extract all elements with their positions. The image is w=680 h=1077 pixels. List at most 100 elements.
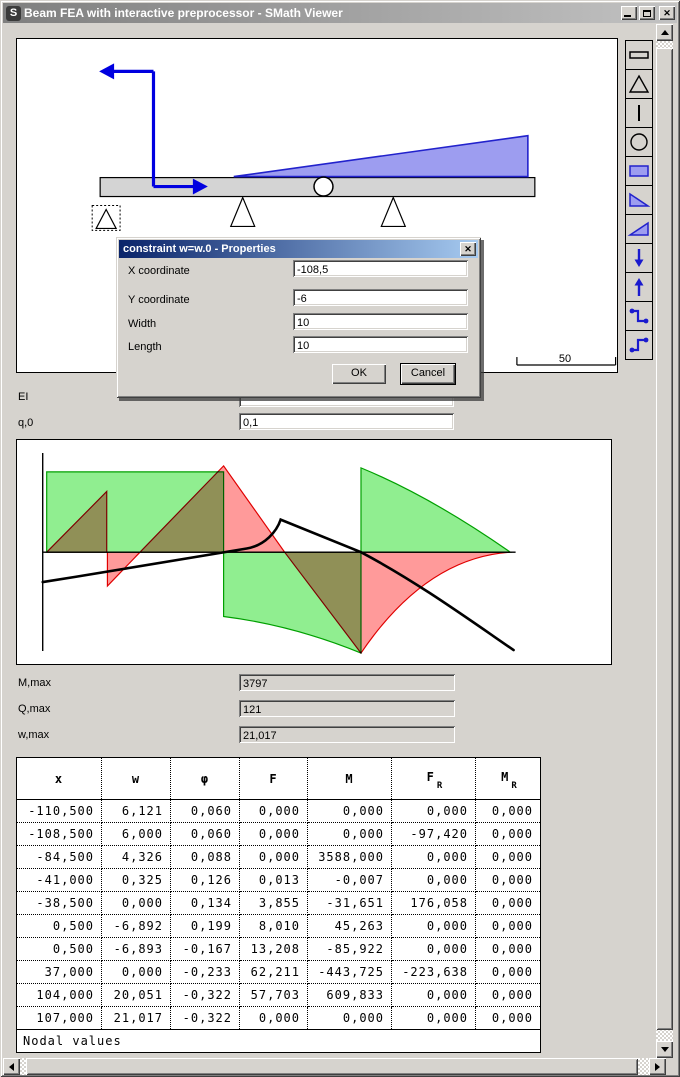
table-cell: 0,060: [170, 799, 240, 823]
width-input[interactable]: [293, 313, 468, 330]
ok-button[interactable]: OK: [332, 364, 386, 384]
table-cell: 107,000: [16, 1006, 102, 1030]
table-cell: 6,121: [101, 799, 171, 823]
toolbar-button-vertical-constraint[interactable]: [625, 98, 653, 128]
horizontal-scroll-thumb[interactable]: [26, 1058, 638, 1075]
table-cell: -110,500: [16, 799, 102, 823]
table-cell: 0,000: [391, 845, 476, 869]
toolbar-button-triangular-load-decreasing[interactable]: [625, 185, 653, 215]
support-middle[interactable]: [229, 195, 256, 228]
toolbar-button-triangular-load-increasing[interactable]: [625, 214, 653, 244]
q0-input[interactable]: [239, 413, 454, 430]
table-cell: 0,325: [101, 868, 171, 892]
toolbar-button-beam[interactable]: [625, 40, 653, 70]
window-title: Beam FEA with interactive preprocessor -…: [24, 6, 343, 20]
table-cell: 4,326: [101, 845, 171, 869]
nodal-table-body: -110,500 6,121 0,060 0,000 0,000 0,000 0,000 -1…: [16, 799, 541, 1030]
maximize-button[interactable]: [639, 6, 655, 20]
toolbar-button-support[interactable]: [625, 69, 653, 99]
table-cell: 0,000: [475, 845, 541, 869]
width-label: Width: [128, 318, 157, 330]
scroll-up-button[interactable]: [656, 24, 673, 41]
close-icon: ✕: [663, 7, 671, 18]
vertical-scrollbar: [656, 24, 673, 1058]
table-cell: 0,000: [239, 845, 308, 869]
minimize-button[interactable]: [621, 6, 637, 20]
arrow-down-icon: [660, 1047, 669, 1052]
beam-drawing: [91, 63, 617, 366]
vertical-line-icon: [638, 105, 640, 121]
x-coordinate-input[interactable]: [293, 260, 468, 277]
table-cell: 0,000: [475, 799, 541, 823]
triangular-load-increasing-icon: [627, 221, 649, 236]
table-cell: 0,000: [391, 868, 476, 892]
table-cell: 0,000: [239, 822, 308, 846]
ei-label: EI: [18, 391, 29, 403]
dialog-titlebar[interactable]: constraint w=w.0 - Properties ✕: [119, 240, 478, 258]
table-row: -84,500 4,326 0,088 0,000 3588,000 0,000 0,000: [16, 845, 541, 869]
table-cell: 3,855: [239, 891, 308, 915]
dialog-close-icon: ✕: [464, 243, 472, 254]
table-cell: 0,000: [475, 891, 541, 915]
table-cell: 0,000: [475, 1006, 541, 1030]
triangular-load-decreasing-icon: [629, 192, 651, 207]
triangular-load[interactable]: [233, 134, 529, 178]
toolbar-button-uniform-load[interactable]: [625, 156, 653, 186]
scrollbar-corner: [666, 1058, 677, 1075]
table-cell: 0,000: [475, 960, 541, 984]
wmax-label: w,max: [18, 729, 50, 741]
table-header-cell: φ: [170, 757, 240, 800]
length-input[interactable]: [293, 336, 468, 353]
y-coordinate-label: Y coordinate: [128, 294, 190, 306]
applied-moment[interactable]: [99, 63, 208, 195]
mmax-output: [239, 674, 455, 691]
moment-step-up-icon: [629, 337, 649, 353]
close-button[interactable]: ✕: [659, 6, 675, 20]
table-cell: -0,233: [170, 960, 240, 984]
toolbar-button-moment-step-up[interactable]: [625, 330, 653, 360]
table-footer-cell: Nodal values: [16, 1029, 541, 1053]
properties-dialog: constraint w=w.0 - Properties ✕ X coordi…: [116, 237, 481, 398]
table-cell: 3588,000: [307, 845, 392, 869]
scroll-left-button[interactable]: [3, 1058, 20, 1075]
toolbar-button-force-up[interactable]: [625, 272, 653, 302]
scale-label: 50: [558, 353, 572, 365]
scroll-down-button[interactable]: [656, 1041, 673, 1058]
table-cell: 0,000: [239, 1006, 308, 1030]
table-cell: 0,000: [391, 937, 476, 961]
toolbar-button-moment-step-down[interactable]: [625, 301, 653, 331]
nodal-table: x w φ F M FR MR -110,500 6,121 0,060 0,000 0,000 0,…: [16, 757, 541, 1053]
dialog-close-button[interactable]: ✕: [460, 242, 476, 256]
mmax-label: M,max: [18, 677, 51, 689]
table-cell: -31,651: [307, 891, 392, 915]
table-cell: -0,322: [170, 1006, 240, 1030]
toolbar-button-force-down[interactable]: [625, 243, 653, 273]
vertical-scroll-thumb[interactable]: [656, 48, 673, 1030]
table-cell: 20,051: [101, 983, 171, 1007]
arrow-right-icon: [655, 1062, 660, 1071]
table-row: -41,000 0,325 0,126 0,013 -0,007 0,000 0,000: [16, 868, 541, 892]
table-cell: 0,126: [170, 868, 240, 892]
wmax-output: [239, 726, 455, 743]
cancel-button[interactable]: Cancel: [401, 364, 455, 384]
table-cell: 37,000: [16, 960, 102, 984]
length-label: Length: [128, 341, 162, 353]
support-right[interactable]: [380, 195, 407, 228]
beam-icon: [629, 51, 649, 59]
table-cell: 0,000: [475, 983, 541, 1007]
support-selected[interactable]: [91, 205, 121, 231]
minimize-icon: [624, 15, 631, 17]
hinge-circle-icon: [630, 133, 648, 151]
table-cell: 0,000: [101, 960, 171, 984]
table-cell: -0,167: [170, 937, 240, 961]
moment-step-down-icon: [629, 308, 649, 324]
scroll-right-button[interactable]: [649, 1058, 666, 1075]
deflection-curve: [41, 517, 515, 652]
toolbar-button-hinge[interactable]: [625, 127, 653, 157]
hinge[interactable]: [313, 176, 334, 197]
table-row: 107,000 21,017 -0,322 0,000 0,000 0,000 0,000: [16, 1006, 541, 1030]
table-cell: 62,211: [239, 960, 308, 984]
y-coordinate-input[interactable]: [293, 289, 468, 306]
table-cell: 104,000: [16, 983, 102, 1007]
